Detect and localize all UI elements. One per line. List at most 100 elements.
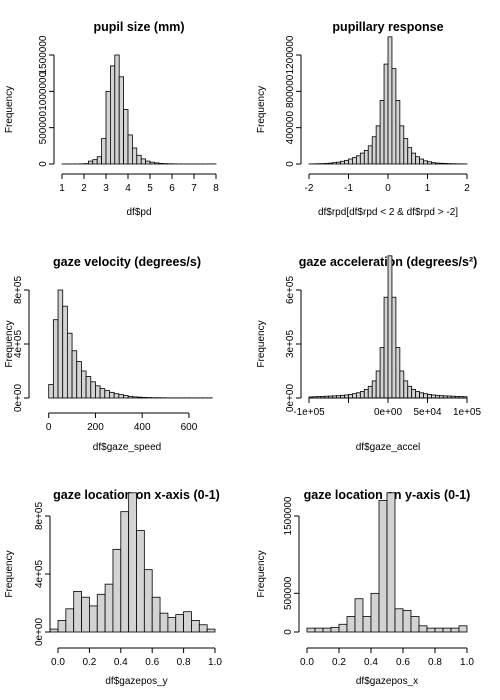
histogram-bar xyxy=(140,158,146,165)
x-tick-label: 0.4 xyxy=(114,657,128,668)
histogram-bar xyxy=(411,388,417,399)
x-tick-label: 400 xyxy=(134,422,151,433)
y-tick-label: 6e+05 xyxy=(285,276,296,305)
x-tick-label: 0.0 xyxy=(51,657,65,668)
histogram-bar xyxy=(96,593,106,633)
y-tick-label: 0 xyxy=(283,629,294,635)
histogram-bar xyxy=(65,608,75,633)
y-axis-label: Frequency xyxy=(4,550,15,597)
histogram-bar xyxy=(352,393,357,399)
histogram-bar xyxy=(387,36,393,165)
histogram-bar xyxy=(419,392,424,399)
histogram-bar xyxy=(48,384,54,399)
histogram-bar xyxy=(57,289,64,399)
histogram-bar xyxy=(434,162,440,165)
histogram-bar xyxy=(314,627,324,633)
histogram-bar xyxy=(66,332,73,399)
histogram-bar xyxy=(434,627,444,633)
histogram-bar xyxy=(415,156,420,165)
histogram-bar xyxy=(403,138,409,165)
chart-title: gaze velocity (degrees/s) xyxy=(53,255,201,269)
x-tick-label: -2 xyxy=(305,183,314,194)
x-tick-label: 1e+05 xyxy=(453,407,482,418)
histogram-bar xyxy=(418,625,428,633)
histogram-bar xyxy=(104,390,110,399)
histogram-bar xyxy=(127,395,134,399)
histogram-bar xyxy=(375,125,381,165)
chart-title: pupillary response xyxy=(332,20,443,34)
y-tick-label: 0e+00 xyxy=(34,618,45,647)
y-tick-label: 500000 xyxy=(38,111,49,145)
histogram-bar xyxy=(442,163,448,165)
histogram-bar xyxy=(427,393,432,399)
histogram-bar xyxy=(101,138,107,165)
histogram-bar xyxy=(123,109,129,165)
histogram-bar xyxy=(136,530,145,633)
y-tick-label: 8e+05 xyxy=(13,276,24,305)
y-tick-label: 1500000 xyxy=(38,35,49,74)
histogram-bar xyxy=(132,396,138,399)
histogram-bar xyxy=(394,608,404,633)
histogram-bar xyxy=(383,296,389,399)
histogram-bar xyxy=(450,627,460,633)
x-tick-label: -1 xyxy=(344,183,353,194)
histogram-bar xyxy=(151,596,161,633)
histogram-bar xyxy=(128,492,137,633)
histogram-bar xyxy=(348,393,353,399)
histogram-bar xyxy=(367,145,373,165)
x-axis-label: df$gazepos_x xyxy=(356,676,418,687)
histogram-bar xyxy=(71,350,78,399)
histogram-bar xyxy=(407,147,413,165)
x-tick-label: 0 xyxy=(385,183,391,194)
histogram-bar xyxy=(359,391,365,399)
x-tick-label: 200 xyxy=(87,422,104,433)
histogram-bar xyxy=(92,159,98,165)
x-tick-label: 5e+04 xyxy=(413,407,442,418)
histogram-bar xyxy=(153,162,160,165)
y-tick-label: 0 xyxy=(38,161,49,167)
histogram-bar xyxy=(355,392,361,399)
histogram-bar xyxy=(104,583,114,633)
histogram-bar xyxy=(52,319,59,399)
x-tick-label: 0.2 xyxy=(82,657,96,668)
x-tick-label: 7 xyxy=(191,183,197,194)
histogram-panel-2: pupillary response -2 -1 0 1 2 0 400000 80000012… xyxy=(256,20,470,218)
y-axis-label: Frequency xyxy=(256,320,267,367)
histogram-bar xyxy=(137,396,143,399)
y-tick-label: 0e+00 xyxy=(13,384,24,413)
histogram-bar xyxy=(386,492,396,633)
histogram-bar xyxy=(81,596,90,633)
histogram-bar xyxy=(427,161,432,165)
histogram-bar xyxy=(387,255,393,399)
y-tick-label: 800000 xyxy=(285,74,296,108)
x-tick-label: 0e+00 xyxy=(374,407,403,418)
x-tick-label: 5 xyxy=(147,183,153,194)
x-tick-label: 6 xyxy=(169,183,175,194)
histogram-panel-1: pupil size (mm) 1 2 3 4 5 6 7 8 0 5000001000000150… xyxy=(4,20,219,218)
histogram-bar xyxy=(112,548,122,633)
x-tick-label: 1 xyxy=(425,183,431,194)
x-tick-label: 0.8 xyxy=(177,657,191,668)
x-tick-label: 0.8 xyxy=(428,657,442,668)
histogram-bar xyxy=(76,361,82,399)
x-tick-label: 2 xyxy=(464,183,470,194)
x-tick-label: 3 xyxy=(103,183,109,194)
histogram-bar xyxy=(89,605,98,633)
histogram-bar xyxy=(367,385,373,399)
histogram-bar xyxy=(136,154,142,165)
histogram-bar xyxy=(402,609,412,633)
histogram-bar xyxy=(96,156,102,165)
histogram-panel-4: gaze acceleration (degrees/s²)-1e+05 0e+0… xyxy=(256,255,481,453)
histogram-bar xyxy=(458,625,468,633)
histogram-bar xyxy=(159,612,169,633)
x-tick-label: -1e+05 xyxy=(293,407,325,418)
histogram-bar xyxy=(354,598,364,633)
histogram-bar xyxy=(110,65,116,165)
x-tick-label: 1 xyxy=(59,183,65,194)
histogram-bar xyxy=(399,125,405,165)
x-tick-label: 1.0 xyxy=(460,657,474,668)
histogram-bar xyxy=(175,614,184,633)
histogram-bar xyxy=(338,623,348,633)
histogram-bar xyxy=(363,149,369,165)
